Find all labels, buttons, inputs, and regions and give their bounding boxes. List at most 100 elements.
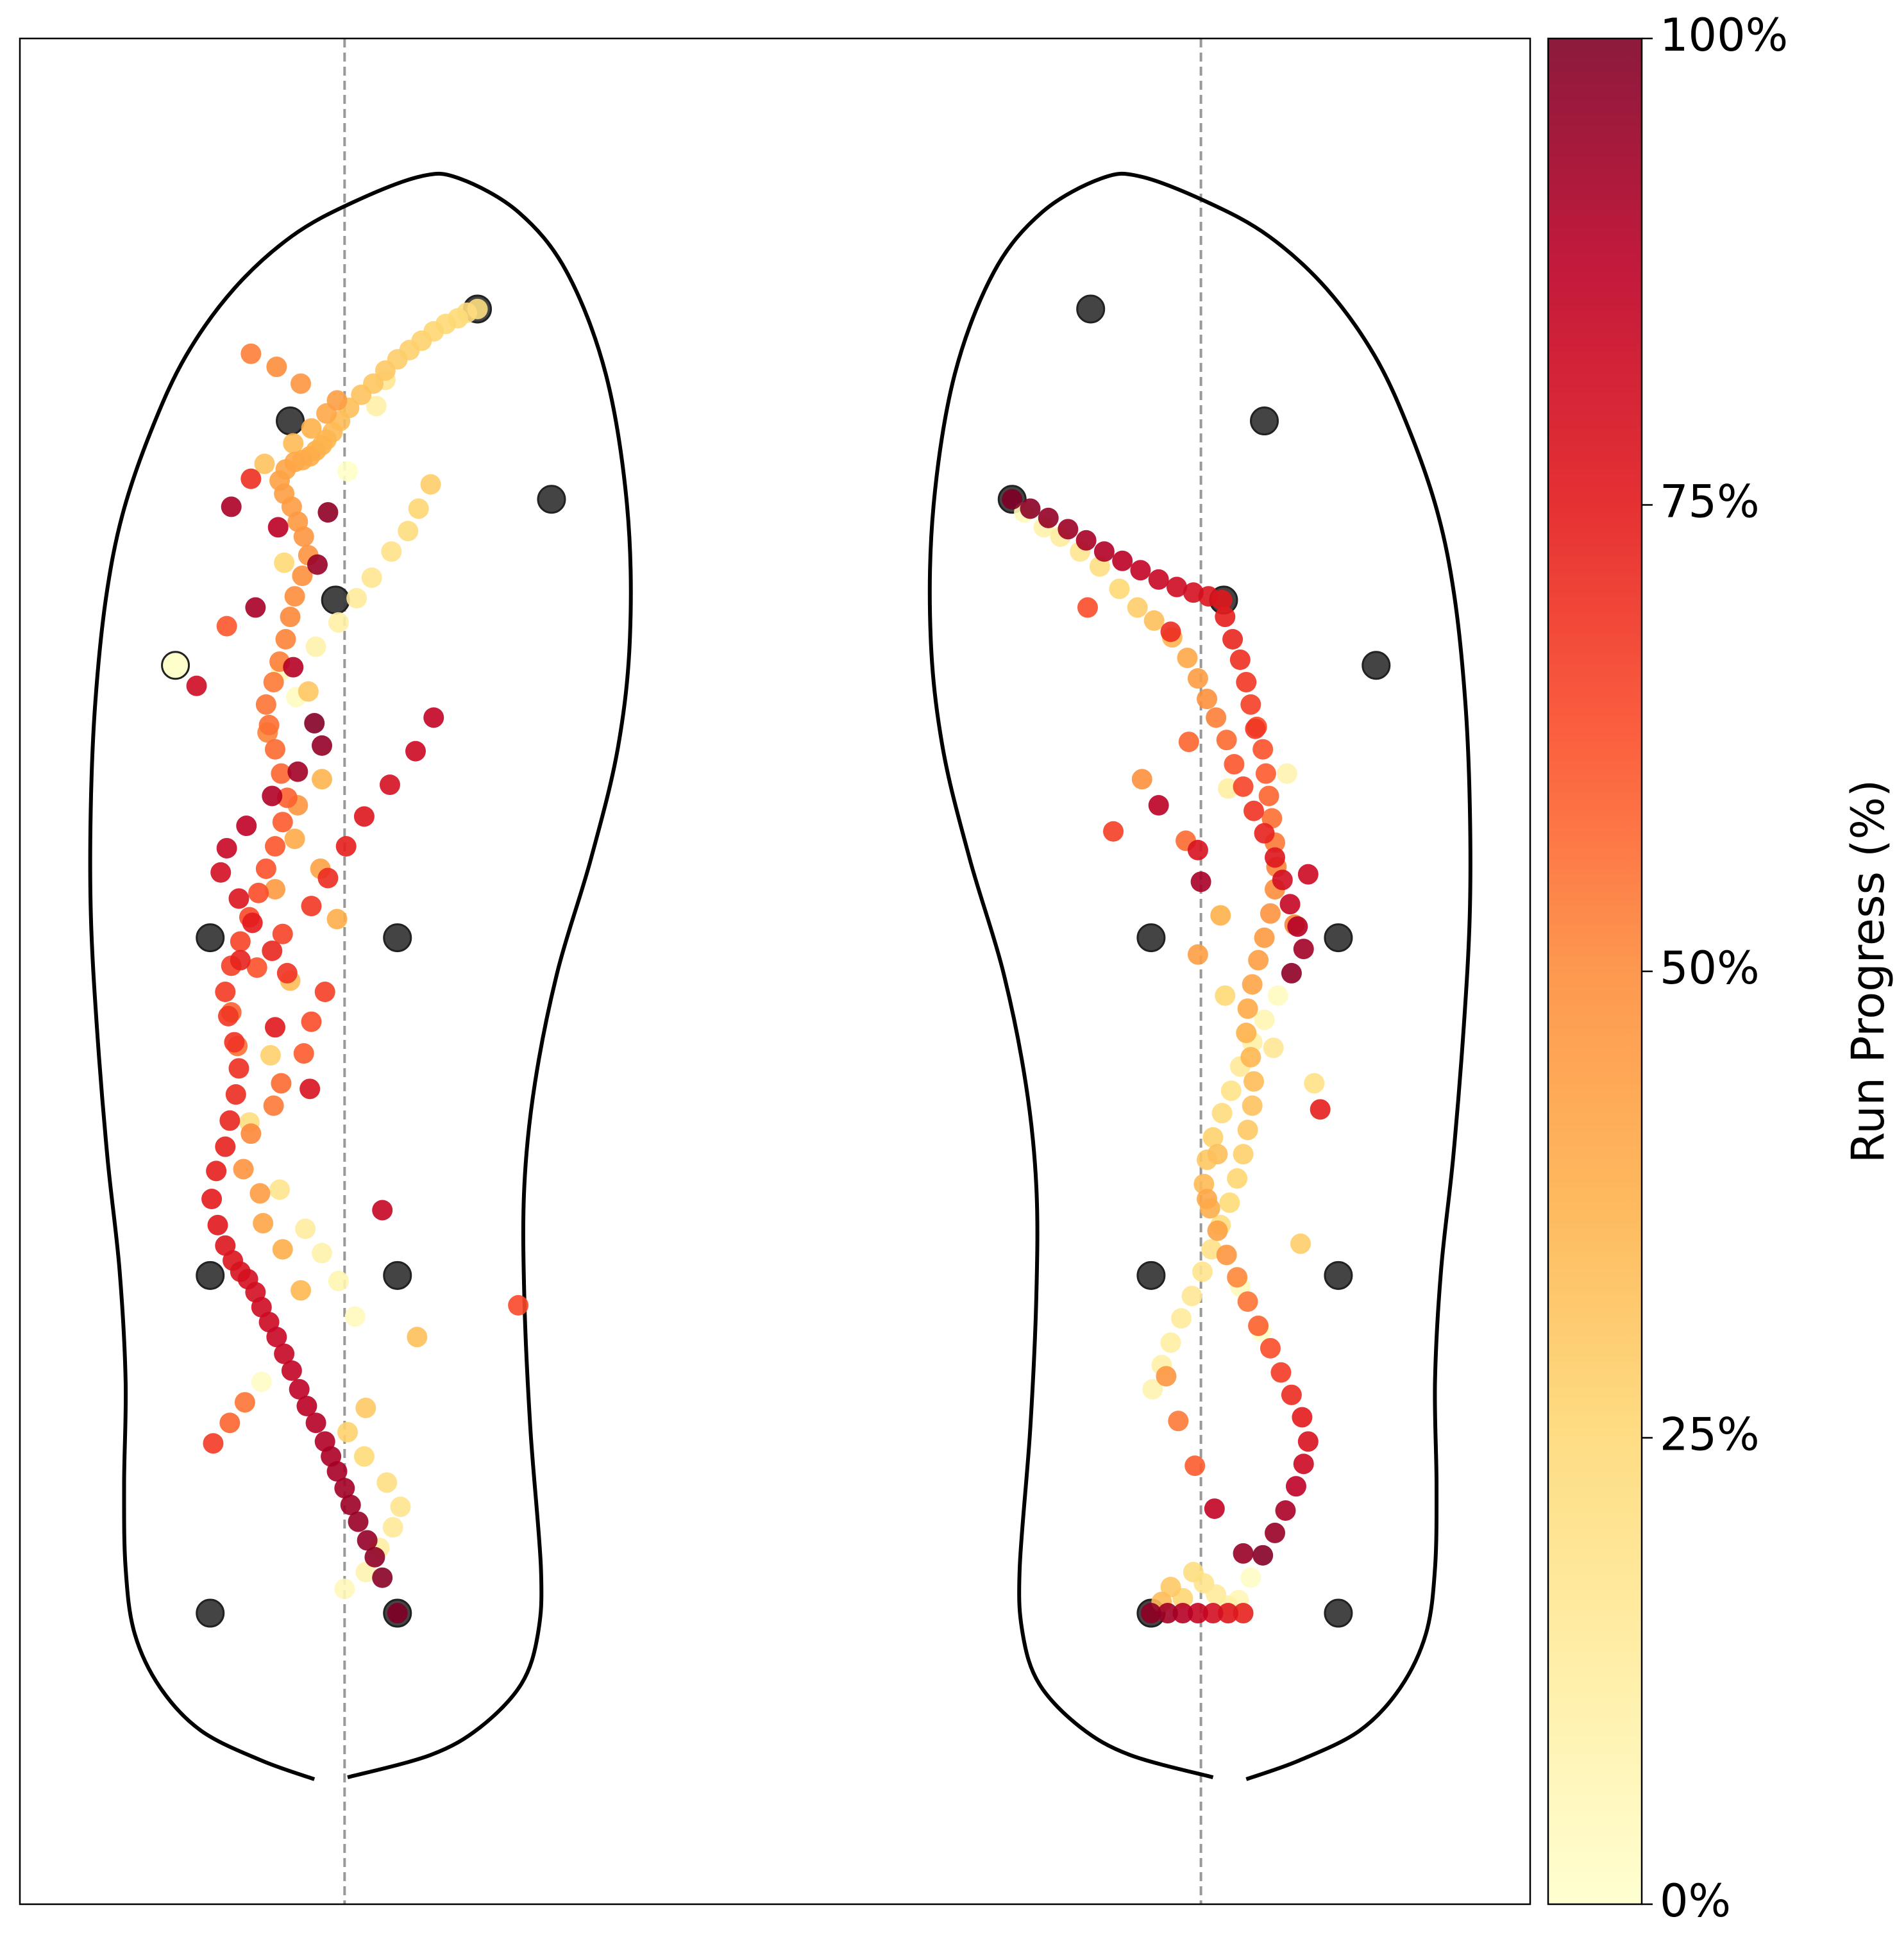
data-point [326, 909, 348, 930]
data-point [246, 957, 267, 978]
data-point [1290, 1233, 1311, 1254]
data-point [264, 836, 285, 857]
data-point [1229, 649, 1251, 671]
data-point [317, 867, 339, 889]
data-point [1211, 1103, 1233, 1124]
data-point [1222, 629, 1244, 650]
data-point [228, 1058, 249, 1079]
data-point [301, 896, 322, 917]
data-point [346, 588, 367, 608]
data-point [264, 1017, 285, 1038]
data-point [1187, 944, 1208, 965]
data-point [1275, 1500, 1296, 1521]
sensor-marker [1136, 1261, 1166, 1290]
data-point [263, 1095, 284, 1116]
data-point [283, 657, 304, 678]
data-point [1178, 732, 1199, 753]
colorbar-tick-label: 0% [1660, 1875, 1731, 1927]
data-point [353, 1446, 375, 1467]
data-point [281, 1360, 302, 1381]
data-point [1075, 530, 1097, 551]
data-point [240, 1123, 262, 1144]
data-point [420, 474, 441, 495]
data-point [207, 1214, 228, 1235]
data-point [236, 816, 257, 837]
data-point [1190, 871, 1211, 892]
data-point [1265, 847, 1286, 868]
data-point [317, 502, 339, 523]
data-point [289, 1378, 310, 1400]
data-point [1287, 916, 1308, 937]
data-point [508, 1294, 529, 1316]
data-point [1103, 821, 1124, 842]
data-point [1160, 1577, 1181, 1598]
sensor-marker [196, 923, 225, 953]
insole-outline-right [927, 171, 1472, 1781]
sensor-marker [537, 485, 566, 514]
data-point [233, 1159, 254, 1180]
data-point [210, 862, 232, 883]
data-point [242, 912, 263, 934]
data-point [1197, 1189, 1218, 1210]
data-point [1220, 1080, 1242, 1101]
data-point [264, 739, 285, 760]
data-point [1304, 1073, 1325, 1094]
data-point [1207, 1144, 1228, 1165]
data-point [348, 1511, 369, 1532]
data-point [1292, 1407, 1313, 1428]
data-point [344, 1306, 366, 1327]
data-point [266, 1327, 287, 1348]
data-point [1181, 1286, 1202, 1307]
colorbar-tick-label: 50% [1660, 942, 1760, 994]
data-point [390, 1496, 411, 1518]
colorbar [1547, 37, 1643, 1906]
data-point [1297, 1431, 1319, 1452]
data-point [1244, 800, 1265, 821]
data-point [1202, 1127, 1224, 1148]
data-point [234, 1392, 255, 1413]
data-point [1245, 718, 1266, 739]
data-point [1131, 769, 1152, 790]
data-point [216, 837, 237, 859]
data-point [1263, 1037, 1284, 1059]
data-point [1252, 739, 1274, 760]
data-point [1260, 903, 1281, 924]
data-point [276, 787, 298, 808]
data-point [1215, 985, 1236, 1006]
data-point [1236, 1023, 1257, 1044]
data-point [1218, 778, 1238, 799]
data-point [376, 1472, 398, 1493]
data-point [1218, 1603, 1238, 1624]
data-point [307, 554, 328, 575]
data-point [1252, 1545, 1274, 1566]
data-point [291, 1280, 312, 1301]
data-point [372, 1567, 393, 1588]
data-point [301, 1011, 322, 1032]
data-point [219, 1412, 240, 1434]
data-point [1258, 785, 1279, 807]
data-point [1297, 864, 1319, 885]
data-point [1142, 1378, 1163, 1400]
data-point [423, 707, 444, 728]
data-point [295, 1218, 316, 1239]
data-point [201, 1189, 223, 1210]
data-point [249, 1183, 271, 1204]
data-point [264, 878, 285, 900]
data-point [1109, 578, 1130, 599]
data-point [230, 931, 251, 952]
sensor-marker [321, 585, 350, 615]
data-point [1248, 1315, 1269, 1336]
data-point [1177, 648, 1198, 669]
data-point [266, 356, 287, 378]
data-point [366, 396, 387, 417]
data-point [304, 712, 325, 733]
data-point [1242, 1095, 1263, 1116]
data-point [1265, 1522, 1286, 1543]
data-point [381, 541, 402, 562]
data-point [1237, 1119, 1258, 1141]
data-point [1207, 1220, 1228, 1241]
data-point [1242, 974, 1263, 995]
data-point [326, 390, 348, 411]
data-point [271, 1073, 292, 1094]
data-point [1244, 1071, 1265, 1092]
